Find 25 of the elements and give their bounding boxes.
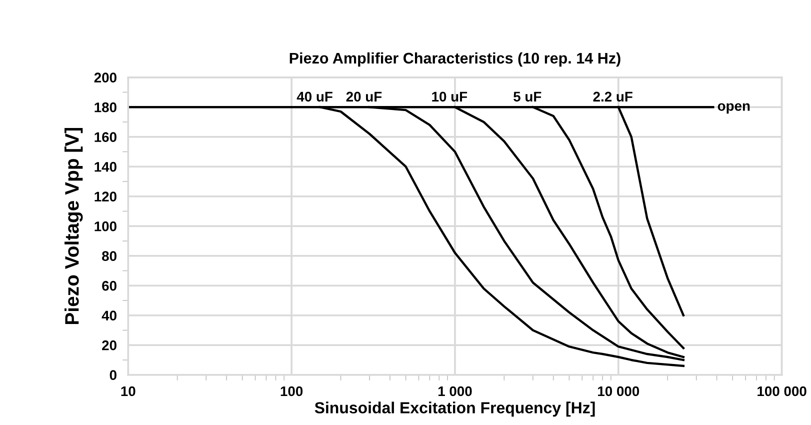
y-tick-label: 20 xyxy=(102,340,116,350)
x-tick-label: 1 000 xyxy=(438,386,472,396)
y-tick-label: 80 xyxy=(102,251,116,262)
y-tick-label: 0 xyxy=(110,370,116,380)
y-tick-label: 60 xyxy=(102,280,116,291)
series-label: 20 uF xyxy=(346,92,382,102)
x-axis-title: Sinusoidal Excitation Frequency [Hz] xyxy=(314,402,595,417)
y-axis-title: Piezo Voltage Vpp [V] xyxy=(64,128,83,324)
y-tick-label: 160 xyxy=(94,132,116,142)
x-tick-label: 100 xyxy=(280,386,303,396)
y-tick-label: 120 xyxy=(94,192,116,202)
y-tick-label: 140 xyxy=(94,162,116,172)
y-tick-label: 200 xyxy=(94,72,116,83)
series-label: 2.2 uF xyxy=(593,92,632,102)
x-tick-label: 10 000 xyxy=(598,386,640,396)
x-tick-label: 10 xyxy=(121,386,136,396)
y-tick-label: 100 xyxy=(94,221,116,232)
chart-title: Piezo Amplifier Characteristics (10 rep. 14 Hz) xyxy=(290,52,620,67)
series-label: 5 uF xyxy=(514,92,542,102)
series-label: 40 uF xyxy=(296,92,332,102)
series-label: open xyxy=(718,103,750,114)
series-label: 10 uF xyxy=(432,92,468,102)
y-tick-label: 180 xyxy=(94,102,116,112)
x-tick-label: 100 000 xyxy=(758,386,806,396)
y-tick-label: 40 xyxy=(102,310,116,321)
